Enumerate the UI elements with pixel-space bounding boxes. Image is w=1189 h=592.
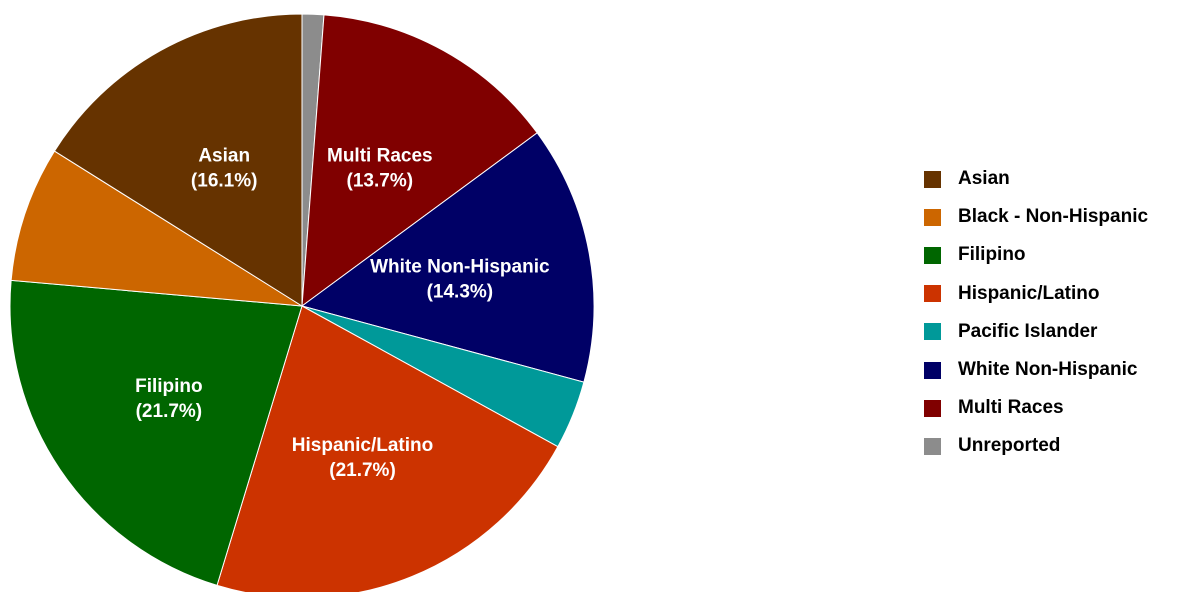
legend-item-white-non-hispanic: White Non-Hispanic: [924, 351, 1184, 389]
slice-percent-label: (16.1%): [191, 171, 258, 192]
slice-percent-label: (21.7%): [136, 401, 203, 422]
legend-label: Hispanic/Latino: [958, 282, 1100, 304]
slice-label: Hispanic/Latino: [292, 435, 433, 456]
legend-swatch: [924, 246, 941, 264]
pie-slice-asian: [53, 13, 303, 307]
legend-swatch: [924, 208, 941, 226]
slice-label: White Non-Hispanic: [370, 256, 550, 277]
slice-label: Filipino: [135, 376, 203, 397]
legend-swatch: [924, 170, 941, 188]
legend-item-hispanic-latino: Hispanic/Latino: [924, 275, 1184, 313]
legend-item-filipino: Filipino: [924, 236, 1184, 274]
pie-slice-hispanic-latino: [216, 305, 559, 592]
chart-legend: Asian Black - Non-Hispanic Filipino Hisp…: [924, 160, 1184, 466]
legend-swatch: [924, 323, 941, 341]
slice-percent-label: (13.7%): [347, 171, 414, 192]
legend-label: White Non-Hispanic: [958, 359, 1138, 381]
legend-label: Asian: [958, 168, 1010, 190]
legend-label: Pacific Islander: [958, 320, 1098, 342]
legend-label: Multi Races: [958, 397, 1064, 419]
legend-swatch: [924, 399, 941, 417]
legend-item-black-non-hispanic: Black - Non-Hispanic: [924, 198, 1184, 236]
legend-swatch: [924, 361, 941, 379]
legend-label: Filipino: [958, 244, 1026, 266]
legend-item-unreported: Unreported: [924, 427, 1184, 465]
slice-label: Asian: [198, 146, 250, 167]
pie-slice-multi-races: [301, 14, 538, 308]
pie-slice-filipino: [9, 279, 303, 586]
legend-label: Black - Non-Hispanic: [958, 206, 1149, 228]
legend-label: Unreported: [958, 435, 1061, 457]
pie-slice-white-non-hispanic: [300, 132, 595, 383]
legend-item-pacific-islander: Pacific Islander: [924, 313, 1184, 351]
legend-swatch: [924, 285, 941, 303]
legend-item-multi-races: Multi Races: [924, 389, 1184, 427]
pie-slice-black-non-hispanic: [10, 150, 303, 307]
slice-label: Multi Races: [327, 146, 433, 167]
slice-percent-label: (14.3%): [427, 281, 494, 302]
slice-percent-label: (21.7%): [329, 460, 396, 481]
legend-swatch: [924, 437, 941, 455]
legend-item-asian: Asian: [924, 160, 1184, 198]
